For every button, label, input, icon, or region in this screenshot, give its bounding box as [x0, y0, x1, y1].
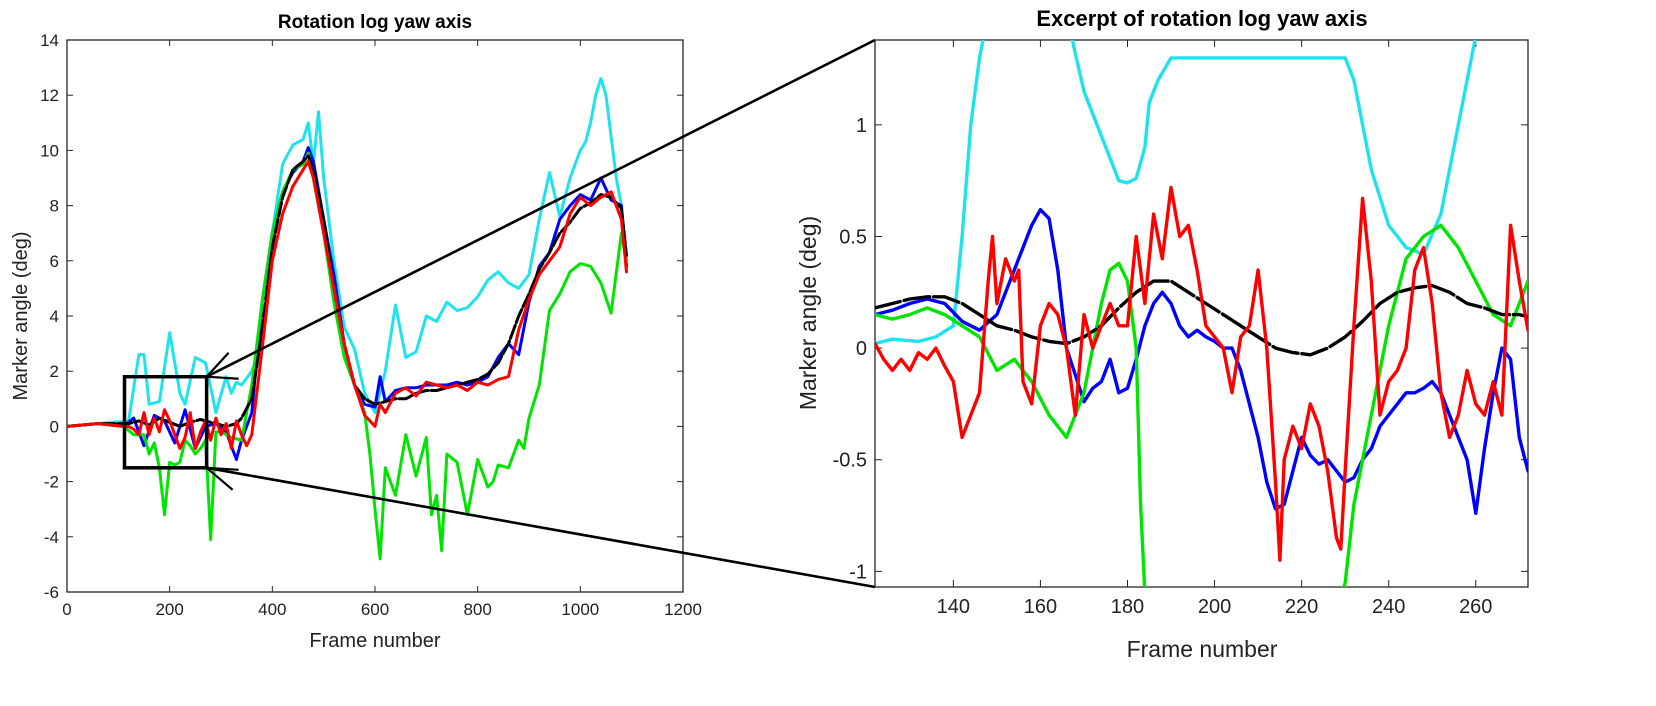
y-tick-label: -6 [44, 583, 59, 602]
chart-right-plot-area [874, 39, 1529, 588]
x-tick-label: 220 [1285, 596, 1318, 618]
x-tick-label: 140 [937, 596, 970, 618]
x-tick-label: 1000 [561, 600, 599, 619]
x-tick-label: 240 [1372, 596, 1405, 618]
x-tick-label: 260 [1459, 596, 1492, 618]
y-tick-label: 0 [50, 417, 59, 436]
y-tick-label: -1 [849, 561, 867, 583]
chart-right: Excerpt of rotation log yaw axis -1 -0.5 0… [795, 6, 1529, 662]
y-tick-label: 10 [40, 141, 59, 160]
chart-right-y-axis-label: Marker angle (deg) [795, 216, 821, 410]
y-tick-label: 12 [40, 86, 59, 105]
x-tick-label: 0 [62, 600, 71, 619]
y-tick-label: -4 [44, 528, 59, 547]
y-tick-label: 0 [856, 338, 867, 360]
series-line-red [67, 159, 628, 450]
y-tick-label: 1 [856, 115, 867, 137]
chart-right-x-axis-label: Frame number [1127, 636, 1278, 662]
y-tick-label: 0.5 [839, 226, 867, 248]
y-tick-label: 6 [50, 252, 59, 271]
series-line-black [67, 154, 628, 428]
chart-right-title: Excerpt of rotation log yaw axis [1036, 6, 1367, 31]
series-line-cyan [875, 40, 1477, 346]
chart-left: Rotation log yaw axis -6-4-202468101214 … [10, 12, 702, 652]
y-tick-label: -0.5 [833, 450, 867, 472]
x-tick-label: 800 [463, 600, 491, 619]
zoom-connector-lines [203, 38, 876, 589]
x-tick-label: 400 [258, 600, 286, 619]
y-tick-label: 8 [50, 197, 59, 216]
connector-line-top [206, 38, 876, 378]
x-tick-label: 180 [1111, 596, 1144, 618]
zoom-box [122, 374, 209, 470]
arrowhead-bottom [203, 466, 239, 491]
x-tick-label: 200 [1198, 596, 1231, 618]
arrowhead-top [204, 351, 239, 380]
chart-left-title: Rotation log yaw axis [278, 12, 472, 33]
chart-left-y-axis-label: Marker angle (deg) [10, 232, 32, 401]
x-tick-label: 200 [155, 600, 183, 619]
y-tick-label: 4 [50, 307, 59, 326]
x-tick-label: 1200 [664, 600, 702, 619]
series-line-red [875, 185, 1528, 562]
connector-line-bottom [206, 466, 876, 589]
y-tick-label: 14 [40, 31, 59, 50]
y-tick-label: -2 [44, 473, 59, 492]
x-tick-label: 160 [1024, 596, 1057, 618]
series-line-blue [875, 207, 1528, 515]
y-tick-label: 2 [50, 362, 59, 381]
chart-left-x-axis-label: Frame number [309, 630, 440, 652]
x-tick-label: 600 [361, 600, 389, 619]
series-line-cyan [67, 77, 628, 428]
